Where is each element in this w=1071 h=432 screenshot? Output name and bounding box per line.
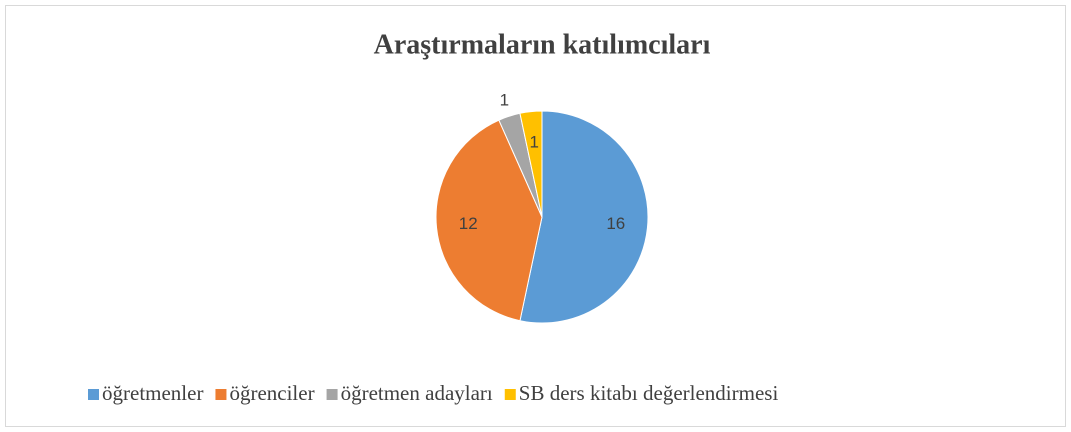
legend-swatch [504,389,516,400]
legend-swatch [326,389,338,400]
legend-label: öğretmen adayları [341,381,493,405]
data-label: 1 [530,133,539,152]
data-label: 16 [606,214,625,233]
legend-label: öğrenciler [229,381,314,405]
legend-swatch [88,389,99,400]
pie-slice [435,119,543,322]
pie-slice [519,110,543,218]
data-label: 12 [459,214,478,233]
legend-label: öğretmenler [102,381,203,405]
legend-label: SB ders kitabı değerlendirmesi [519,381,779,405]
pie-slice [519,110,649,324]
data-label: 1 [500,91,509,110]
chart-title: Araştırmaların katılımcıları [374,29,711,60]
legend-swatch [215,389,227,400]
